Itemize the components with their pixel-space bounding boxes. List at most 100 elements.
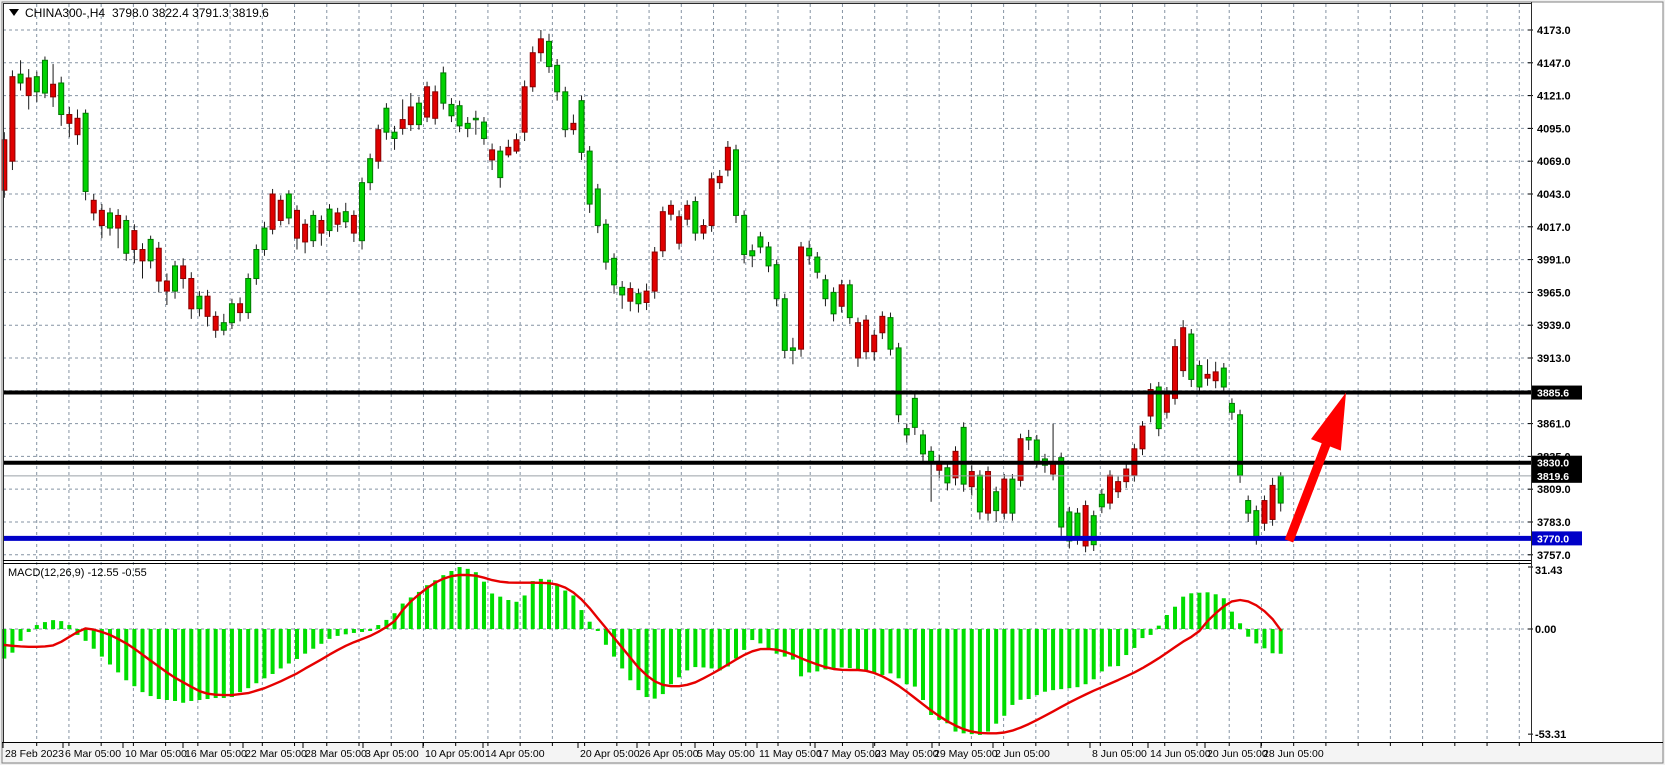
macd-histogram-bar [896, 629, 901, 679]
candle-body [562, 91, 569, 131]
candle-body [74, 117, 81, 136]
candle-body [976, 474, 983, 513]
macd-histogram-bar [1075, 629, 1080, 688]
candle-body [1228, 402, 1235, 413]
candle-body [1269, 484, 1276, 520]
macd-histogram-bar [1140, 629, 1145, 639]
macd-histogram-bar [1221, 598, 1226, 629]
macd-histogram-bar [725, 629, 730, 667]
candle-body [293, 209, 300, 239]
price-badge-label: 3830.0 [1537, 458, 1569, 470]
time-tick-label: 20 Apr 05:00 [580, 748, 640, 760]
candle-body [58, 82, 65, 116]
candle-body [846, 284, 853, 319]
macd-histogram-bar [262, 629, 267, 679]
macd-histogram-bar [864, 629, 869, 672]
macd-histogram-bar [1173, 606, 1178, 629]
candle-body [220, 322, 227, 331]
candle-body [586, 150, 593, 205]
time-tick-label: 6 Mar 05:00 [65, 748, 121, 760]
arrow-shaft[interactable] [1284, 435, 1333, 543]
price-axis[interactable]: 4173.0 4147.0 4121.0 4095.0 4069.0 4043.0 4017… [1528, 25, 1582, 562]
macd-histogram-bar [384, 619, 389, 629]
macd-histogram-bar [815, 629, 820, 672]
candle-body [440, 72, 447, 104]
price-tick-label: 3861.0 [1537, 419, 1571, 431]
time-tick-label: 17 May 05:00 [817, 748, 881, 760]
macd-histogram-bar [1026, 629, 1031, 700]
price-tick-label: 4043.0 [1537, 189, 1571, 201]
macd-histogram-bar [880, 629, 885, 675]
candle-body [676, 216, 683, 244]
candle-body [456, 105, 463, 127]
candle-body [1188, 333, 1195, 380]
candle-body [237, 303, 244, 314]
candle-body [895, 347, 902, 416]
macd-histogram-bar [628, 629, 633, 681]
candle-body [911, 397, 918, 428]
macd-histogram-bar [839, 629, 844, 668]
macd-histogram-bar [555, 584, 560, 629]
time-tick-label: 8 Jun 05:00 [1092, 748, 1147, 760]
candle-body [188, 278, 195, 310]
macd-signal-line [3, 573, 1282, 735]
candle-body [765, 246, 772, 267]
macd-histogram-bar [205, 629, 210, 700]
candle-body [334, 212, 341, 225]
macd-axis[interactable]: 31.43 0.00 -53.31 [1528, 565, 1566, 741]
macd-histogram-bar [246, 629, 251, 689]
macd-histogram-bar [1018, 629, 1023, 700]
macd-histogram-bar [782, 629, 787, 657]
candle-body [733, 149, 739, 216]
candle-body [505, 146, 512, 156]
price-tick-label: 4147.0 [1537, 58, 1571, 70]
time-tick-label: 23 May 05:00 [875, 748, 939, 760]
candle-body [212, 315, 219, 331]
macd-histogram-bar [441, 575, 446, 629]
candle-body [1123, 468, 1130, 483]
candle-body [302, 223, 309, 243]
candle-body [424, 86, 431, 118]
candle-body [968, 471, 975, 488]
macd-histogram-bar [701, 629, 706, 668]
price-badge [1532, 468, 1582, 483]
macd-histogram-bar [530, 581, 535, 629]
candle-body [1163, 392, 1170, 413]
macd-indicator-panel[interactable] [2, 567, 1283, 735]
candle-body [245, 278, 252, 314]
macd-histogram-bar [587, 621, 592, 629]
candle-body [1147, 389, 1154, 417]
macd-tick-label: 31.43 [1535, 565, 1563, 577]
macd-histogram-bar [823, 629, 828, 670]
macd-histogram-bar [229, 629, 234, 698]
macd-histogram-bar [498, 596, 503, 629]
macd-histogram-bar [920, 629, 925, 701]
candle-body [33, 76, 40, 93]
macd-histogram-bar [1083, 629, 1088, 685]
candle-body [407, 106, 414, 126]
macd-histogram-bar [1262, 629, 1267, 649]
chart-background [2, 2, 1663, 743]
macd-histogram-bar [473, 572, 478, 629]
macd-histogram-bar [351, 629, 356, 633]
macd-histogram-bar [449, 571, 454, 629]
macd-histogram-bar [766, 629, 771, 650]
candle-body [391, 131, 398, 139]
macd-histogram-bar [148, 629, 153, 697]
trend-arrow-annotation[interactable] [1284, 392, 1346, 543]
arrow-head[interactable] [1310, 392, 1346, 451]
time-tick-label: 14 Jun 05:00 [1150, 748, 1211, 760]
time-axis-strip[interactable] [2, 743, 1663, 763]
candle-body [448, 103, 455, 117]
candle-body [123, 219, 130, 254]
time-tick-label: 28 Feb 2023 [5, 748, 64, 760]
macd-histogram-bar [238, 629, 243, 693]
macd-histogram-bar [1278, 629, 1283, 654]
triangle-down-icon[interactable] [9, 9, 19, 16]
ohlc-quote-label: 3798.0 3822.4 3791.3 3819.6 [112, 6, 269, 20]
macd-histogram-bar [368, 629, 373, 631]
price-tick-label: 3991.0 [1537, 255, 1571, 267]
macd-histogram-bar [1213, 594, 1218, 629]
